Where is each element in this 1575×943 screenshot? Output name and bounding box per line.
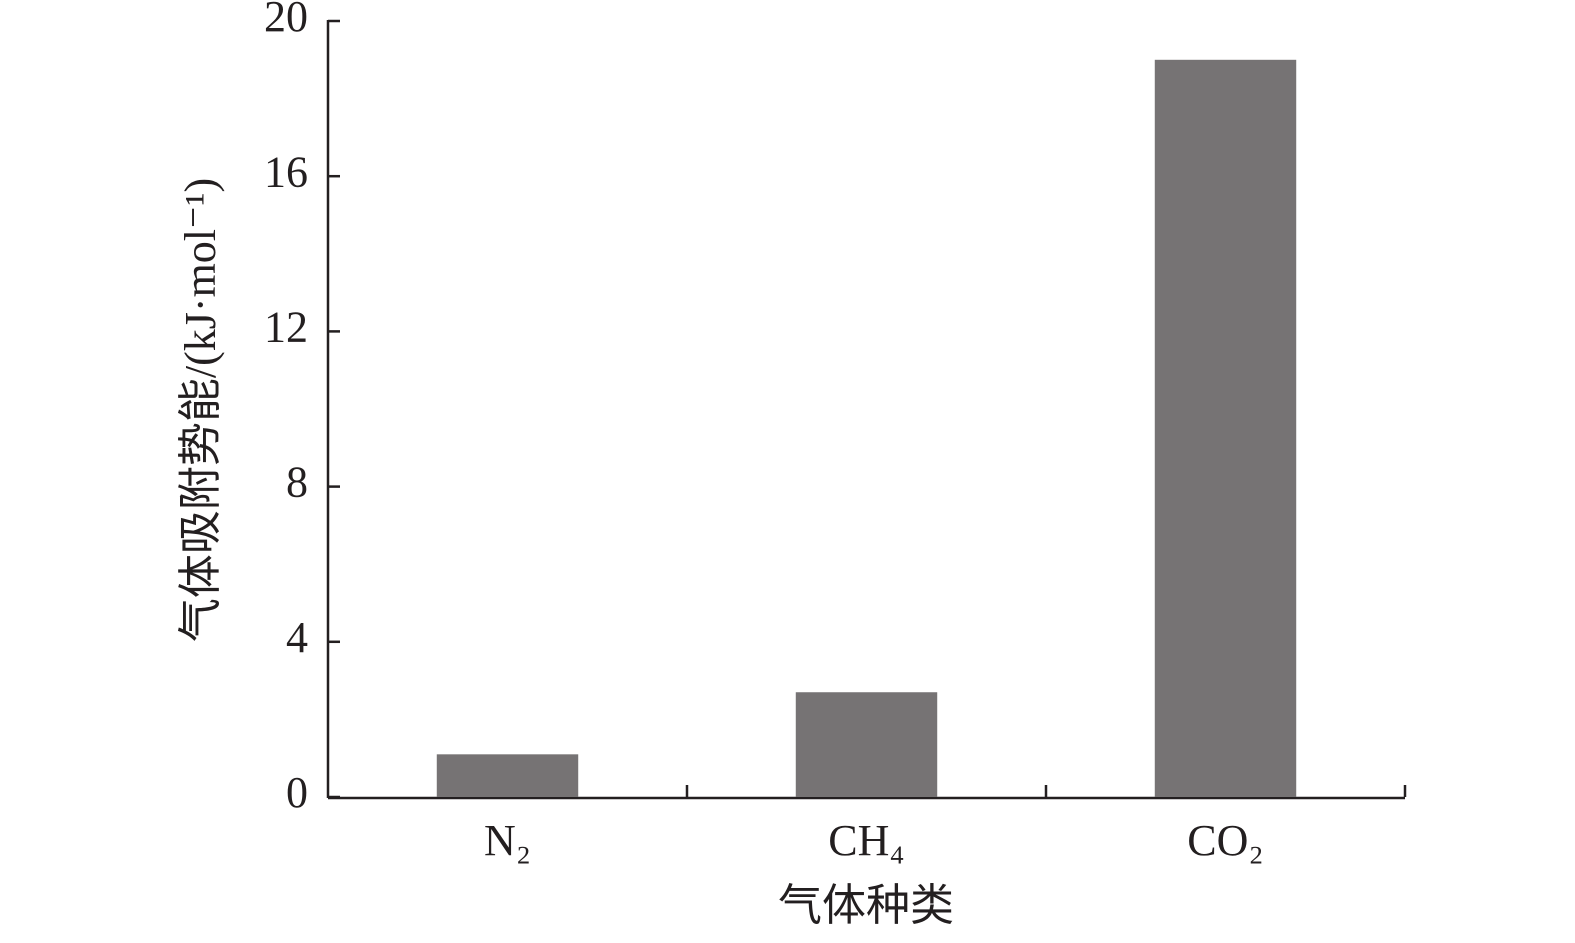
y-tick-label: 16 [264, 147, 308, 196]
bar [795, 692, 938, 797]
y-axis-label: 气体吸附势能/(kJ·mol⁻¹) [176, 178, 225, 642]
y-tick-label: 0 [286, 768, 308, 817]
y-tick-label: 20 [264, 0, 308, 41]
y-tick-label: 8 [286, 458, 308, 507]
y-tick-label: 4 [286, 613, 308, 662]
x-tick-label: N₂ [484, 816, 531, 865]
y-tick-label: 12 [264, 302, 308, 351]
x-axis-label: 气体种类 [778, 881, 954, 930]
bar [1154, 59, 1297, 798]
bar [436, 754, 579, 797]
x-tick-label: CH₄ [828, 816, 904, 865]
x-tick-label: CO₂ [1187, 816, 1263, 865]
